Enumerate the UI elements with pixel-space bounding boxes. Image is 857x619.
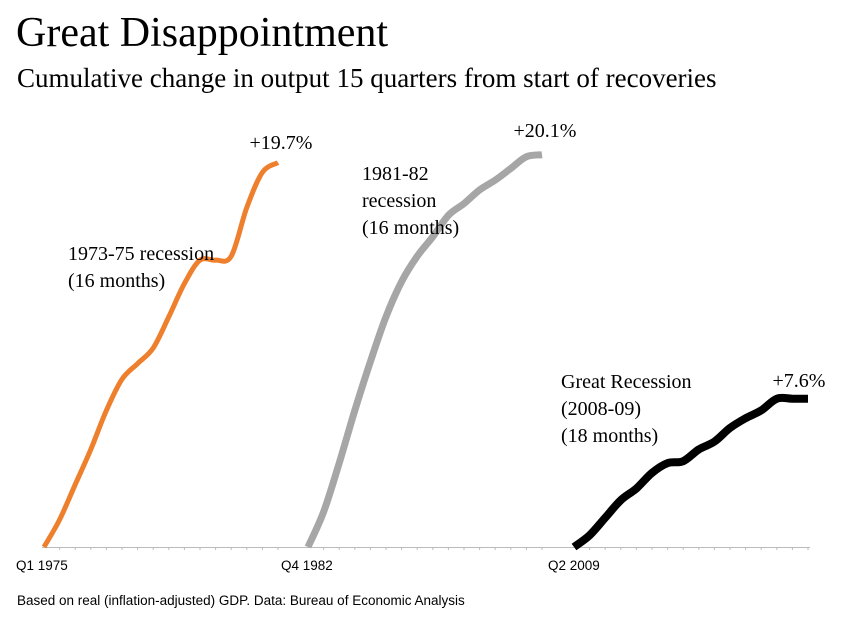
end-value-label: +20.1% [514,120,577,142]
series-line [304,151,543,549]
series-label: (18 months) [561,425,658,447]
x-tick-label: Q4 1982 [281,558,333,573]
series-label: 1981-82 [362,163,429,185]
series-label: recession [362,190,436,212]
series-label: (2008-09) [561,398,641,420]
series-label: (16 months) [362,217,459,239]
x-tick-label: Q2 2009 [548,558,600,573]
x-tick-label: Q1 1975 [16,558,68,573]
series-label: Great Recession [561,371,692,393]
series-label: (16 months) [68,270,165,292]
series-label: 1973-75 recession [68,243,214,265]
series-line [41,160,280,549]
series-line [571,393,809,551]
chart-subtitle: Cumulative change in output 15 quarters … [17,63,717,93]
end-value-label: +19.7% [250,132,313,154]
source-note: Based on real (inflation-adjusted) GDP. … [17,593,465,608]
chart-title: Great Disappointment [16,10,389,56]
end-value-label: +7.6% [773,370,826,392]
